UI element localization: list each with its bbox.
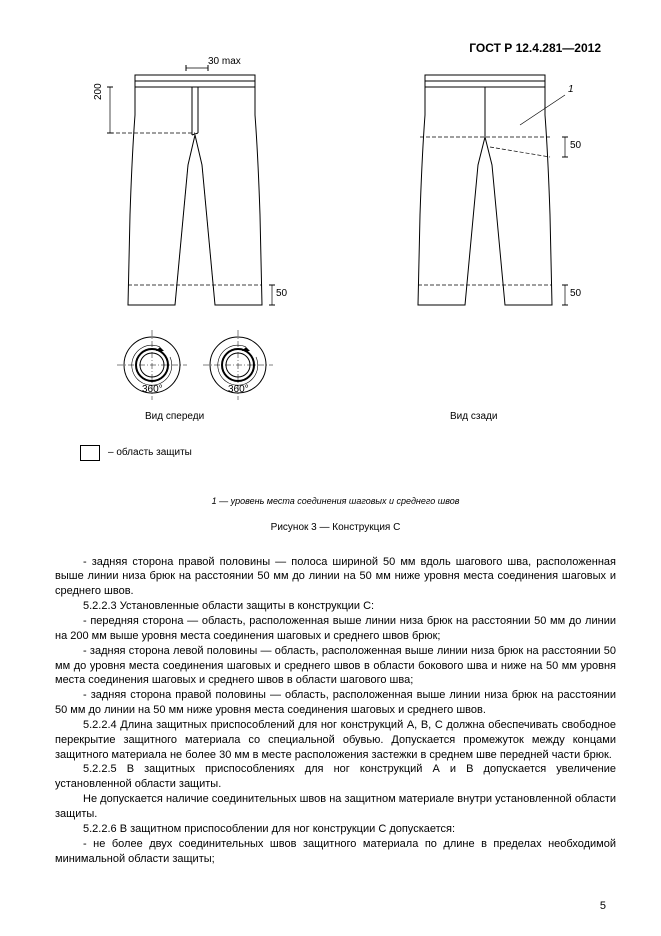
legend-text: – область защиты	[108, 446, 192, 460]
para-6: 5.2.2.4 Длина защитных приспособлений дл…	[55, 718, 616, 763]
dim-200: 200	[92, 83, 106, 100]
caption-front: Вид спереди	[145, 410, 204, 424]
body-text: - задняя сторона правой половины — полос…	[55, 555, 616, 867]
dim-50-back-top: 50	[570, 139, 581, 153]
dim-360-left: 360°	[142, 383, 163, 397]
legend-box-icon	[80, 445, 100, 461]
caption-back: Вид сзади	[450, 410, 497, 424]
para-1: - задняя сторона правой половины — полос…	[55, 555, 616, 600]
page-number: 5	[600, 899, 606, 914]
dim-360-right: 360°	[228, 383, 249, 397]
para-7: 5.2.2.5 В защитных приспособлениях для н…	[55, 762, 616, 792]
para-8: Не допускается наличие соединительных шв…	[55, 792, 616, 822]
para-10: - не более двух соединительных швов защи…	[55, 837, 616, 867]
figure-title: Рисунок 3 — Конструкция С	[55, 521, 616, 535]
para-5: - задняя сторона правой половины — облас…	[55, 688, 616, 718]
front-view-drawing: 30 max 200 50 360° 360°	[80, 65, 320, 410]
para-3: - передняя сторона — область, расположен…	[55, 614, 616, 644]
dim-30max: 30 max	[208, 55, 241, 69]
para-4: - задняя сторона левой половины — област…	[55, 644, 616, 689]
dim-50-back-bottom: 50	[570, 287, 581, 301]
back-view-drawing: 1 50 50	[380, 65, 620, 330]
para-2: 5.2.2.3 Установленные области защиты в к…	[55, 599, 616, 614]
para-9: 5.2.2.6 В защитном приспособлении для но…	[55, 822, 616, 837]
figure-note: 1 — уровень места соединения шаговых и с…	[55, 495, 616, 507]
callout-1: 1	[568, 83, 574, 97]
dim-50-front: 50	[276, 287, 287, 301]
figure-area: 30 max 200 50 360° 360°	[55, 65, 616, 485]
doc-code: ГОСТ Р 12.4.281—2012	[469, 40, 601, 56]
legend-row: – область защиты	[80, 445, 192, 461]
